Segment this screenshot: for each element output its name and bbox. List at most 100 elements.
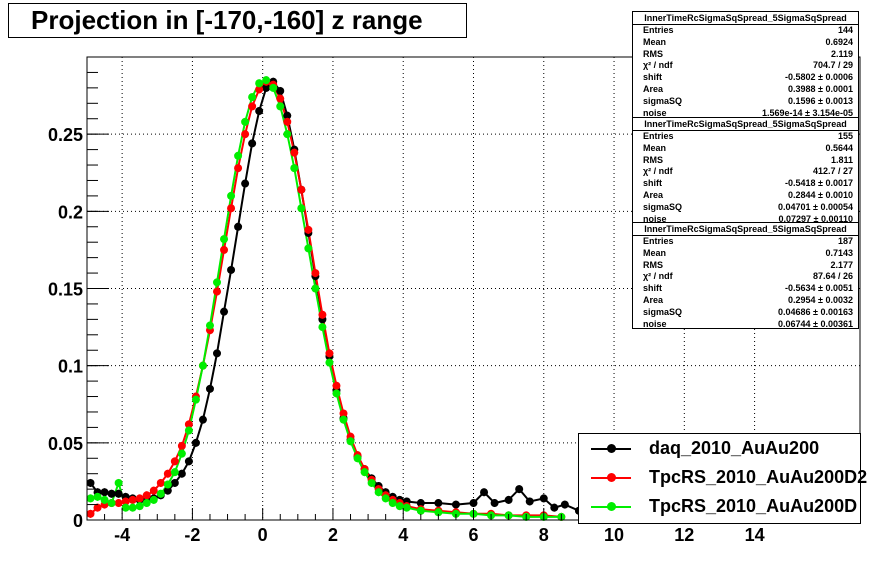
data-point [269, 83, 278, 92]
data-point [297, 185, 306, 194]
data-point [241, 117, 250, 126]
data-point [353, 454, 362, 463]
data-point [121, 497, 130, 506]
data-point [149, 495, 158, 504]
data-point [276, 94, 285, 103]
data-point [241, 130, 250, 139]
legend-entry-daq: daq_2010_AuAu200 [579, 435, 862, 463]
data-point [550, 503, 559, 512]
stats-box-daq: InnerTimeRcSigmaSqSpread_5SigmaSqSpread … [632, 11, 859, 118]
data-point [234, 151, 243, 160]
data-point [248, 139, 257, 148]
data-point [107, 489, 116, 498]
data-points [86, 76, 583, 521]
stats-title: InnerTimeRcSigmaSqSpread_5SigmaSqSpread [633, 118, 858, 131]
data-point [184, 420, 193, 429]
data-point [163, 469, 172, 478]
stats-row-area: Area 0.3988 ± 0.0001 [643, 83, 853, 94]
data-point [114, 499, 123, 508]
data-point [318, 323, 327, 332]
data-point [311, 284, 320, 293]
data-point [198, 415, 207, 424]
data-point [290, 164, 299, 173]
data-point [416, 506, 425, 515]
legend-marker [607, 473, 616, 482]
data-point [100, 495, 109, 504]
data-point [86, 509, 95, 518]
data-point [227, 265, 236, 274]
y-tick-label: 0 [73, 511, 83, 531]
data-point [434, 508, 443, 517]
y-tick-label: 0.15 [48, 280, 83, 300]
stats-row-entries: Entries 144 [643, 25, 853, 35]
y-tick-label: 0.1 [58, 357, 83, 377]
data-point [525, 497, 534, 506]
data-point [177, 441, 186, 450]
data-point [205, 321, 214, 330]
data-point [191, 395, 200, 404]
stats-row-noise: noise 0.07297 ± 0.00110 [643, 213, 853, 224]
chart-title: Projection in [-170,-160] z range [8, 3, 467, 38]
stats-row-mean: Mean 0.7143 [643, 247, 853, 258]
data-point [213, 349, 222, 358]
data-point [184, 457, 193, 466]
legend-label: TpcRS_2010_AuAu200D [649, 496, 858, 516]
data-point [156, 489, 165, 498]
y-tick-label: 0.2 [58, 202, 83, 222]
stats-row-sigmasq: sigmaSQ 0.04701 ± 0.00054 [643, 201, 853, 212]
data-point [560, 500, 569, 509]
x-tick-label: 14 [745, 525, 765, 545]
data-point [170, 457, 179, 466]
y-tick-label: 0.05 [48, 434, 83, 454]
data-point [241, 179, 250, 188]
data-point [128, 495, 137, 504]
data-point [128, 503, 137, 512]
data-point [480, 488, 489, 497]
data-point [262, 76, 271, 85]
data-point [451, 509, 460, 518]
data-point [198, 361, 207, 370]
data-point [504, 495, 513, 504]
data-point [227, 191, 236, 200]
data-point [388, 499, 397, 508]
data-point [276, 102, 285, 111]
data-point [262, 83, 271, 92]
stats-title: InnerTimeRcSigmaSqSpread_5SigmaSqSpread [633, 223, 858, 236]
data-point [220, 235, 229, 244]
stats-row-shift: shift -0.5634 ± 0.0051 [643, 283, 853, 294]
stats-row-rms: RMS 2.119 [643, 48, 853, 59]
x-tick-label: 0 [258, 525, 268, 545]
data-point [170, 468, 179, 477]
data-point [220, 245, 229, 254]
data-point [248, 93, 257, 102]
data-point [374, 488, 383, 497]
data-point [402, 503, 411, 512]
data-point [290, 148, 299, 157]
stats-row-chi2: χ² / ndf 412.7 / 27 [643, 166, 853, 177]
legend-marker [607, 502, 616, 511]
data-point [318, 310, 327, 319]
data-point [248, 102, 257, 111]
stats-row-entries: Entries 155 [643, 131, 853, 141]
data-point [93, 492, 102, 501]
stats-row-rms: RMS 2.177 [643, 259, 853, 270]
data-point [107, 499, 116, 508]
data-point [93, 503, 102, 512]
data-point [163, 480, 172, 489]
data-point [177, 469, 186, 478]
data-point [490, 499, 499, 508]
data-point [367, 478, 376, 487]
stats-row-mean: Mean 0.6924 [643, 36, 853, 47]
data-point [283, 111, 292, 120]
data-point [234, 222, 243, 231]
fit-curve [89, 80, 580, 512]
data-point [434, 499, 443, 508]
data-point [184, 426, 193, 435]
legend-label: TpcRS_2010_AuAu200D2 [649, 467, 868, 487]
data-point [86, 494, 95, 503]
fit-curves [89, 79, 580, 518]
data-point [339, 409, 348, 418]
data-point [325, 349, 334, 358]
data-point [100, 488, 109, 497]
data-point [227, 204, 236, 213]
